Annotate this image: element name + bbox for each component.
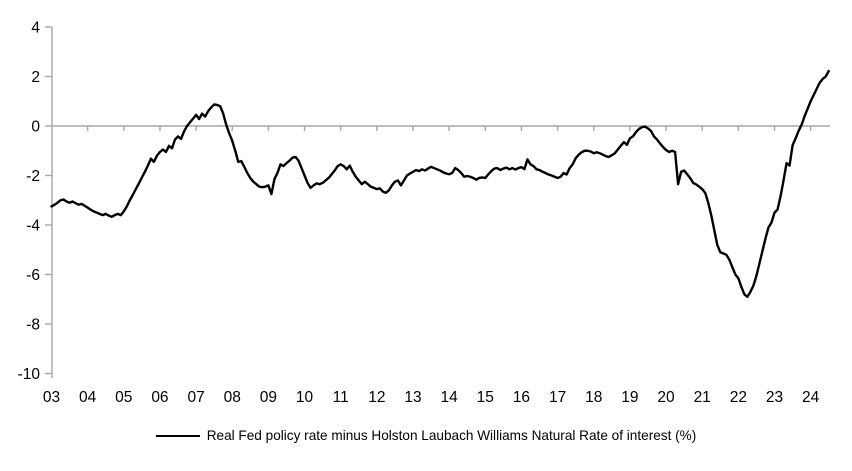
y-axis-tick-label: -2 [26,168,40,185]
y-axis-tick-label: 0 [31,119,40,136]
y-axis-tick-label: -10 [18,366,41,383]
x-axis-tick-label: 20 [657,389,675,406]
y-axis-tick-label: 2 [31,69,40,86]
x-axis-tick-label: 12 [368,389,385,406]
x-axis-tick-label: 04 [79,389,97,406]
y-axis-tick-label: 4 [31,20,40,37]
x-axis-tick-label: 22 [730,389,747,406]
x-axis-tick-label: 16 [513,389,530,406]
x-axis-tick-label: 08 [224,389,241,406]
x-axis-tick-label: 10 [296,389,314,406]
x-axis-tick-label: 14 [441,389,459,406]
data-series-line [50,69,830,298]
x-axis-tick-label: 11 [333,389,349,406]
x-axis-tick-label: 13 [404,389,421,406]
x-axis-tick-label: 09 [260,389,277,406]
x-axis-tick-label: 15 [477,389,494,406]
y-axis-tick-label: -6 [26,267,40,284]
x-axis-tick-label: 24 [802,389,820,406]
x-axis-tick-label: 18 [585,389,602,406]
x-axis-tick-label: 23 [766,389,783,406]
x-axis-tick-label: 05 [115,389,132,406]
y-axis-tick-label: -8 [26,317,40,334]
x-axis-tick-label: 19 [621,389,638,406]
legend-series-label: Real Fed policy rate minus Holston Lauba… [206,428,697,443]
x-axis-tick-label: 21 [694,389,711,406]
x-axis-tick-label: 06 [151,389,168,406]
y-axis-tick-label: -4 [26,218,40,235]
x-axis-tick-label: 17 [549,389,566,406]
legend-line-swatch [155,434,200,437]
x-axis-tick-label: 07 [187,389,204,406]
x-axis-tick-label: 03 [43,389,60,406]
chart-legend: Real Fed policy rate minus Holston Lauba… [0,428,852,443]
